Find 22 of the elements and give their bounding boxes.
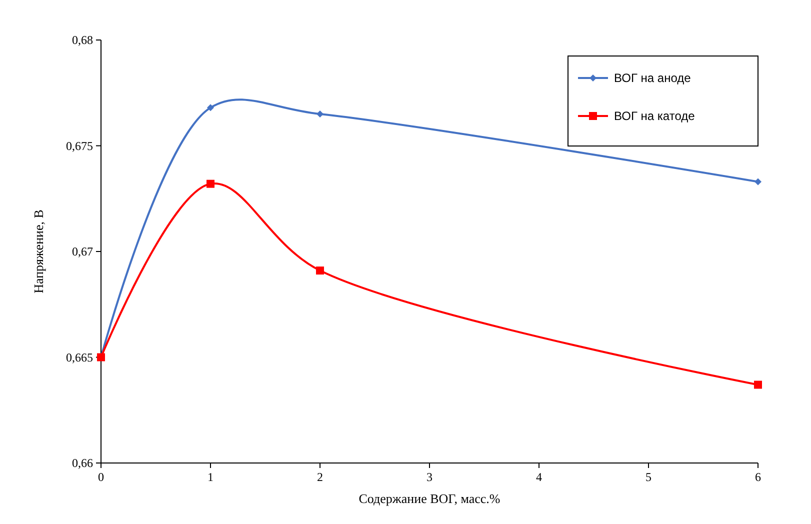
point [754,380,762,389]
y-tick-label: 0,675 [66,138,93,153]
y-axis-title: Напряжение, В [31,209,46,294]
x-tick-label: 4 [536,470,542,484]
y-tick-label: 0,68 [72,33,93,48]
x-tick-label: 2 [317,470,323,484]
point [316,110,324,118]
point [206,180,214,188]
y-tick-label: 0,67 [72,244,93,259]
point [316,266,324,275]
legend-label: ВОГ на аноде [614,71,692,86]
x-tick-label: 5 [646,470,652,484]
x-tick-label: 6 [755,470,761,484]
x-tick-label: 0 [98,470,104,484]
y-tick-label: 0,66 [72,456,93,470]
legend-label: ВОГ на катоде [614,109,696,124]
point [754,178,762,186]
x-tick-label: 1 [208,470,214,484]
y-tick-label: 0,665 [66,350,93,364]
x-tick-label: 3 [426,470,432,484]
point [207,104,214,112]
x-axis-title: Содержание ВОГ, масс.% [358,491,500,506]
